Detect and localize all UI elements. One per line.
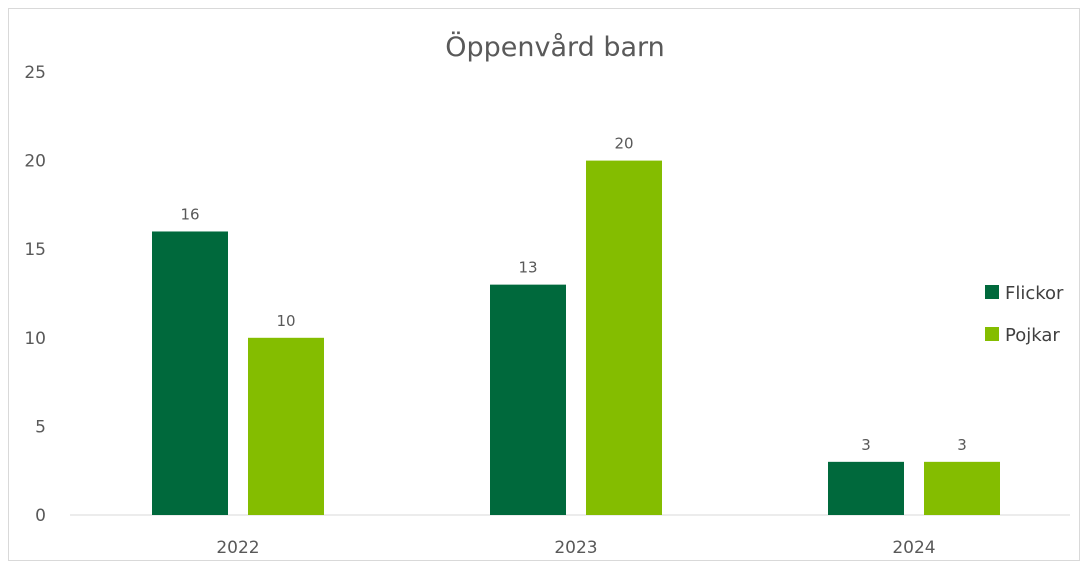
y-axis: 0 5 10 15 20 25 <box>24 63 46 526</box>
data-label: 16 <box>180 205 199 223</box>
bar-flickor-2022 <box>152 231 228 516</box>
bar-pojkar-2022 <box>248 337 324 515</box>
bar-pojkar-2023 <box>586 160 662 515</box>
y-tick-label: 10 <box>24 329 46 349</box>
data-label: 13 <box>518 259 537 277</box>
legend-label: Pojkar <box>1005 325 1060 346</box>
bar-flickor-2024 <box>828 461 904 515</box>
bars <box>152 160 1000 516</box>
legend: Flickor Pojkar <box>985 283 1064 346</box>
data-label: 3 <box>957 436 967 454</box>
x-tick-label: 2023 <box>554 538 597 558</box>
data-label: 3 <box>861 436 871 454</box>
y-tick-label: 20 <box>24 152 46 172</box>
bar-pojkar-2024 <box>924 461 1000 515</box>
legend-swatch-pojkar <box>985 327 999 341</box>
data-labels: 16 10 13 20 3 3 <box>180 135 966 454</box>
data-label: 10 <box>276 312 295 330</box>
bar-flickor-2023 <box>490 284 566 515</box>
y-tick-label: 15 <box>24 240 46 260</box>
legend-swatch-flickor <box>985 285 999 299</box>
y-tick-label: 5 <box>35 417 46 437</box>
legend-label: Flickor <box>1005 283 1064 304</box>
y-tick-label: 25 <box>24 63 46 83</box>
x-tick-label: 2024 <box>892 538 935 558</box>
chart-title: Öppenvård barn <box>445 31 665 63</box>
data-label: 20 <box>614 135 633 153</box>
x-tick-label: 2022 <box>216 538 259 558</box>
y-tick-label: 0 <box>35 506 46 526</box>
x-axis: 2022 2023 2024 <box>216 538 935 558</box>
